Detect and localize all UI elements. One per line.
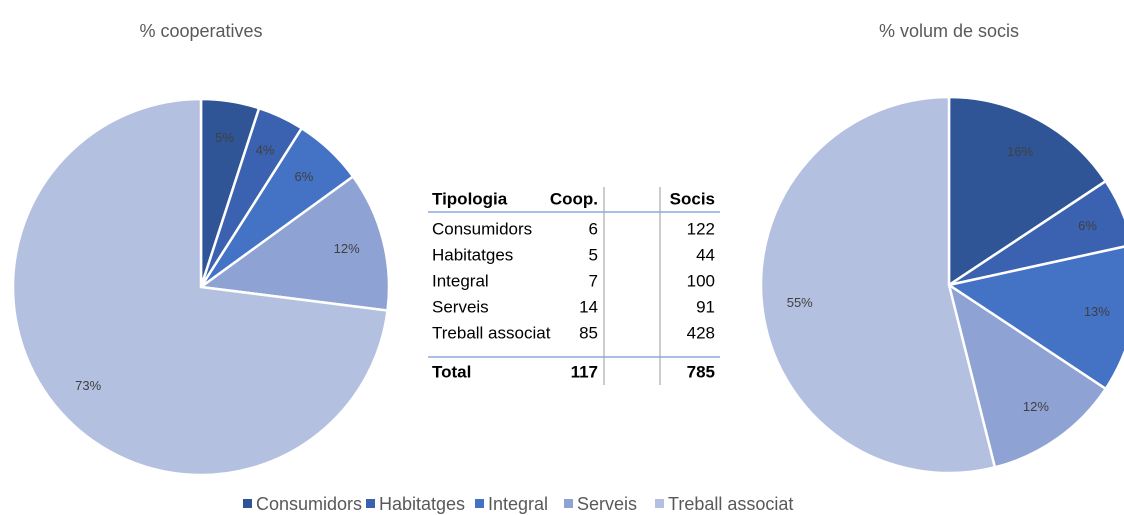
legend-swatch [564,499,573,508]
legend-swatch [475,499,484,508]
legend-label: Treball associat [668,494,793,514]
table-cell: 428 [687,323,715,342]
table-total: 117 [571,362,598,381]
pie-slice [947,282,1108,469]
legend-label: Habitatges [379,494,465,514]
chart-title: % volum de socis [879,21,1019,41]
legend-swatch [243,499,252,508]
table-cell: 5 [589,245,598,264]
table-cell: Consumidors [432,219,532,238]
table-cell: Treball associat [432,323,551,342]
pie-slice [947,95,1108,288]
pie-slice [11,97,389,477]
table-header: Tipologia [432,189,508,208]
data-label: 5% [215,130,234,145]
legend-label: Consumidors [256,494,362,514]
legend-swatch [366,499,375,508]
pie-slice [948,179,1124,287]
data-label: 12% [334,241,360,256]
pie-slice [197,174,391,312]
data-label: 6% [1078,218,1097,233]
data-label: 16% [1007,144,1033,159]
chart-title: % cooperatives [139,21,262,41]
data-label: 4% [256,142,275,157]
data-label: 6% [295,169,314,184]
legend-label: Integral [488,494,548,514]
table-header: Socis [670,189,715,208]
legend-label: Serveis [577,494,637,514]
table-cell: 91 [696,297,715,316]
table-total: Total [432,362,471,381]
legend-swatch [655,499,664,508]
pie-slice [759,95,997,475]
table-cell: 85 [579,323,598,342]
pie-slice [945,245,1124,391]
table-cell: 7 [589,271,598,290]
table-cell: Integral [432,271,489,290]
table-cell: 44 [696,245,715,264]
data-label: 13% [1084,304,1110,319]
table-cell: Habitatges [432,245,513,264]
data-label: 55% [787,295,813,310]
table-cell: Serveis [432,297,489,316]
table-cell: 100 [687,271,715,290]
table-cell: 14 [579,297,598,316]
data-label: 73% [75,378,101,393]
table-header: Coop. [550,189,598,208]
data-label: 12% [1023,399,1049,414]
table-cell: 6 [589,219,598,238]
table-cell: 122 [687,219,715,238]
table-total: 785 [687,362,715,381]
